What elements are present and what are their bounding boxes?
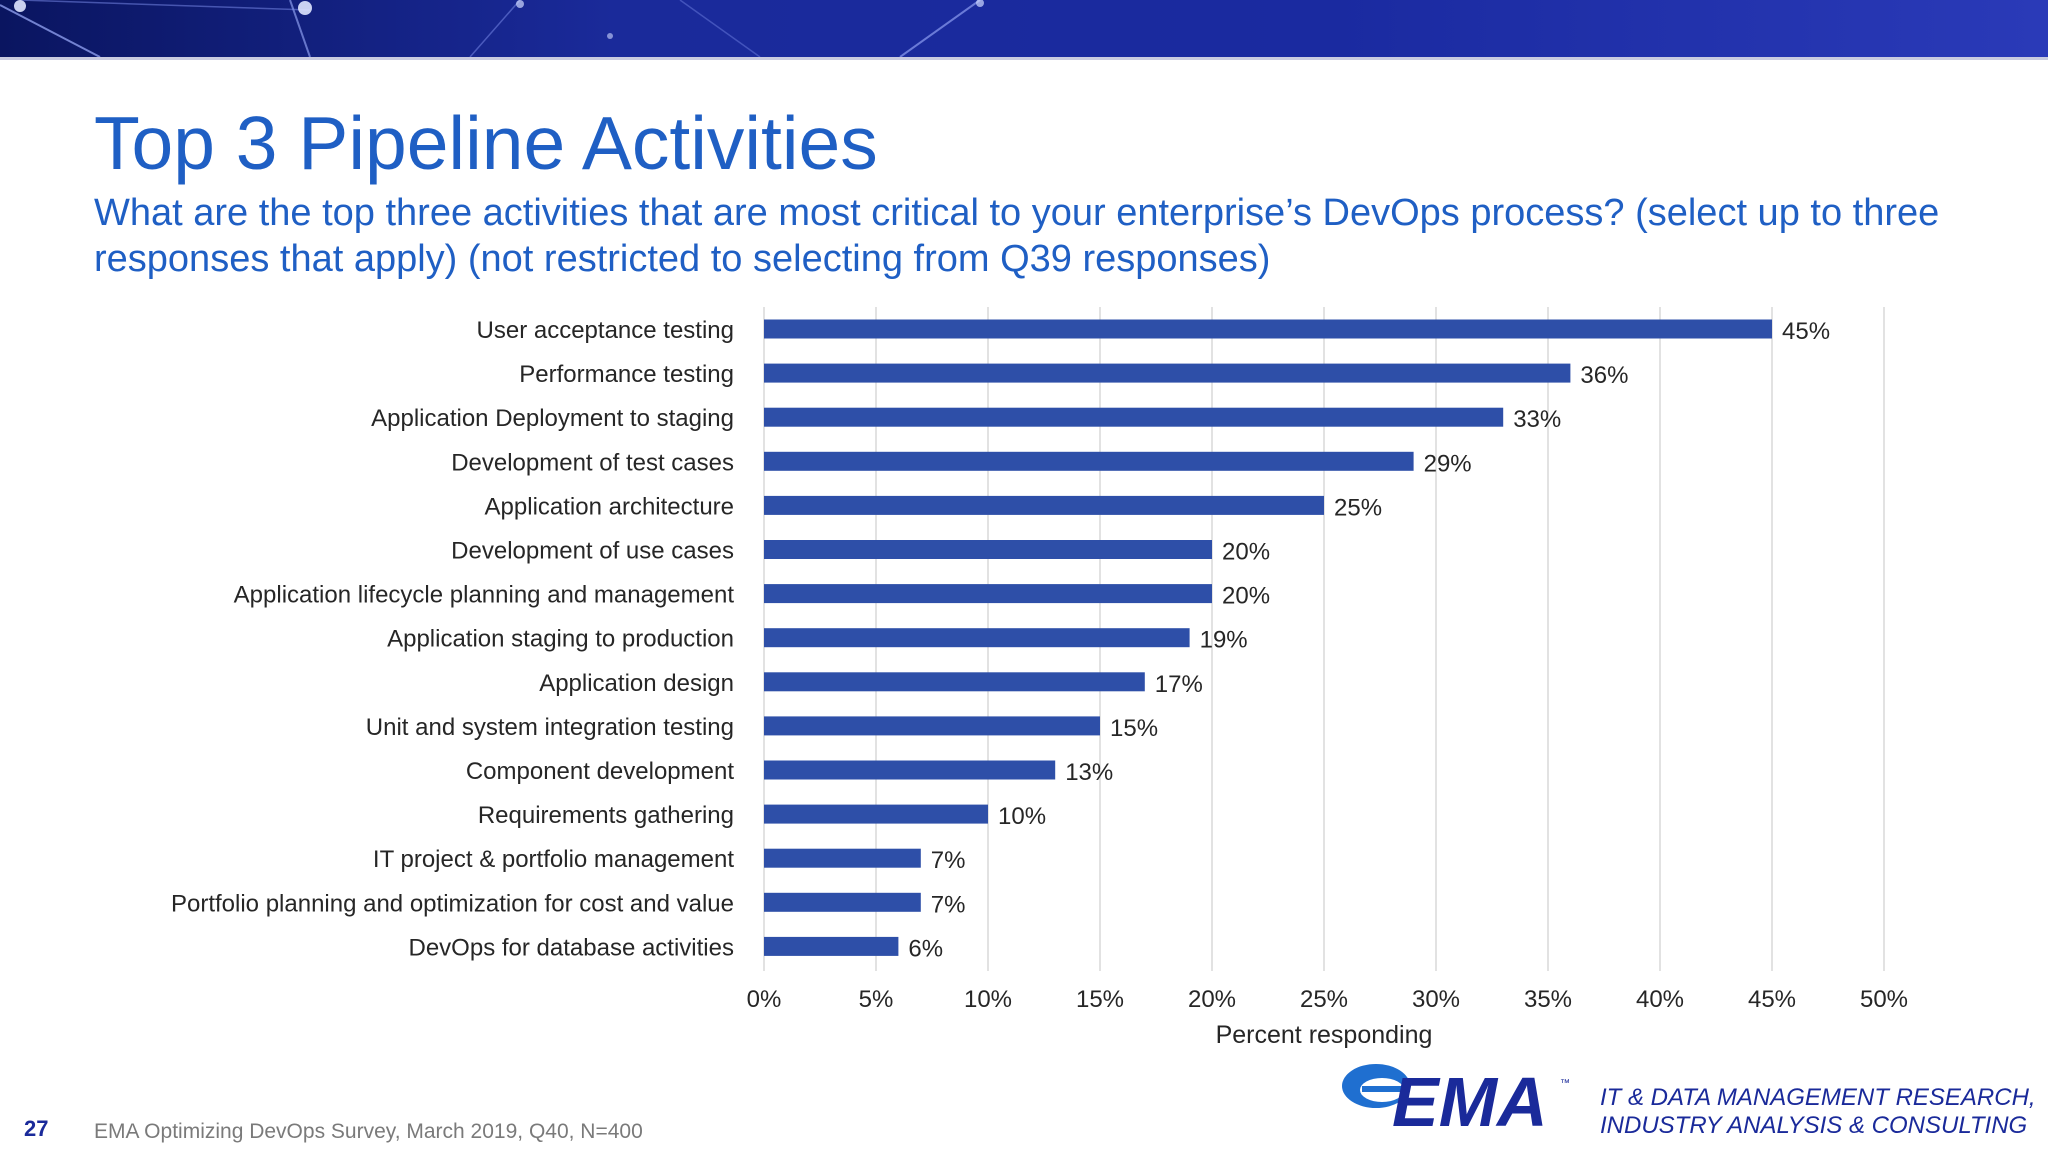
bar — [764, 407, 1504, 427]
category-label: Application Deployment to staging — [371, 405, 734, 432]
bar — [764, 716, 1100, 736]
x-tick-label: 5% — [859, 986, 894, 1013]
ema-logo: EMA ™ — [1342, 1063, 1570, 1132]
x-tick-label: 20% — [1188, 986, 1236, 1013]
bar — [764, 319, 1772, 339]
data-label: 33% — [1513, 406, 1561, 433]
data-label: 17% — [1155, 671, 1203, 698]
bar-chart: User acceptance testing 45% Performance te… — [171, 307, 1908, 1049]
category-label: User acceptance testing — [477, 317, 734, 344]
data-label: 25% — [1334, 494, 1382, 521]
bar — [764, 540, 1212, 559]
header-banner — [0, 0, 2048, 57]
category-label: Unit and system integration testing — [366, 714, 734, 741]
x-tick-label: 25% — [1300, 986, 1348, 1013]
data-label: 10% — [998, 803, 1046, 830]
bar — [764, 848, 921, 868]
tagline: IT & DATA MANAGEMENT RESEARCH, INDUSTRY … — [1600, 1084, 2036, 1140]
category-label: DevOps for database activities — [409, 934, 735, 961]
bar — [764, 584, 1212, 604]
logo-wordmark: EMA — [1392, 1063, 1548, 1132]
tagline-line-1: IT & DATA MANAGEMENT RESEARCH, — [1600, 1084, 2036, 1111]
category-label: Development of use cases — [451, 538, 734, 565]
bar — [764, 804, 988, 824]
data-label: 20% — [1222, 583, 1270, 610]
data-label: 36% — [1580, 362, 1628, 389]
banner-divider — [0, 57, 2048, 60]
category-label: Development of test cases — [451, 449, 734, 476]
network-graphic-icon — [0, 0, 984, 57]
bar — [764, 760, 1056, 780]
category-label: Application lifecycle planning and manag… — [234, 582, 735, 609]
x-tick-label: 10% — [964, 986, 1012, 1013]
bar — [764, 936, 899, 956]
data-label: 7% — [931, 847, 966, 874]
slide-title: Top 3 Pipeline Activities — [94, 101, 878, 185]
x-tick-label: 30% — [1412, 986, 1460, 1013]
category-label: Application design — [539, 670, 734, 697]
data-label: 7% — [931, 891, 966, 918]
category-label: IT project & portfolio management — [373, 846, 734, 873]
data-label: 45% — [1782, 318, 1830, 345]
page-number: 27 — [24, 1116, 49, 1141]
svg-text:™: ™ — [1560, 1078, 1570, 1089]
category-label: Application staging to production — [387, 626, 734, 653]
x-tick-label: 35% — [1524, 986, 1572, 1013]
data-label: 19% — [1200, 627, 1248, 654]
category-label: Application architecture — [485, 493, 734, 520]
bar — [764, 451, 1414, 471]
category-label: Performance testing — [519, 361, 734, 388]
data-label: 29% — [1424, 450, 1472, 477]
tagline-line-2: INDUSTRY ANALYSIS & CONSULTING — [1600, 1112, 2028, 1139]
bar — [764, 892, 921, 912]
x-axis-title: Percent responding — [1216, 1021, 1433, 1049]
slide-subtitle: What are the top three activities that a… — [94, 192, 1940, 280]
category-label: Requirements gathering — [478, 802, 734, 829]
x-tick-label: 0% — [747, 986, 782, 1013]
bar — [764, 363, 1571, 383]
source-note: EMA Optimizing DevOps Survey, March 2019… — [94, 1120, 643, 1143]
category-label: Component development — [466, 758, 735, 785]
bar — [764, 495, 1324, 515]
data-label: 20% — [1222, 539, 1270, 566]
x-tick-label: 40% — [1636, 986, 1684, 1013]
bar — [764, 628, 1190, 648]
x-tick-label: 15% — [1076, 986, 1124, 1013]
category-label: Portfolio planning and optimization for … — [171, 890, 734, 917]
x-tick-label: 45% — [1748, 986, 1796, 1013]
data-label: 15% — [1110, 715, 1158, 742]
data-label: 13% — [1065, 759, 1113, 786]
bar — [764, 672, 1145, 692]
data-label: 6% — [908, 935, 943, 962]
x-tick-label: 50% — [1860, 986, 1908, 1013]
